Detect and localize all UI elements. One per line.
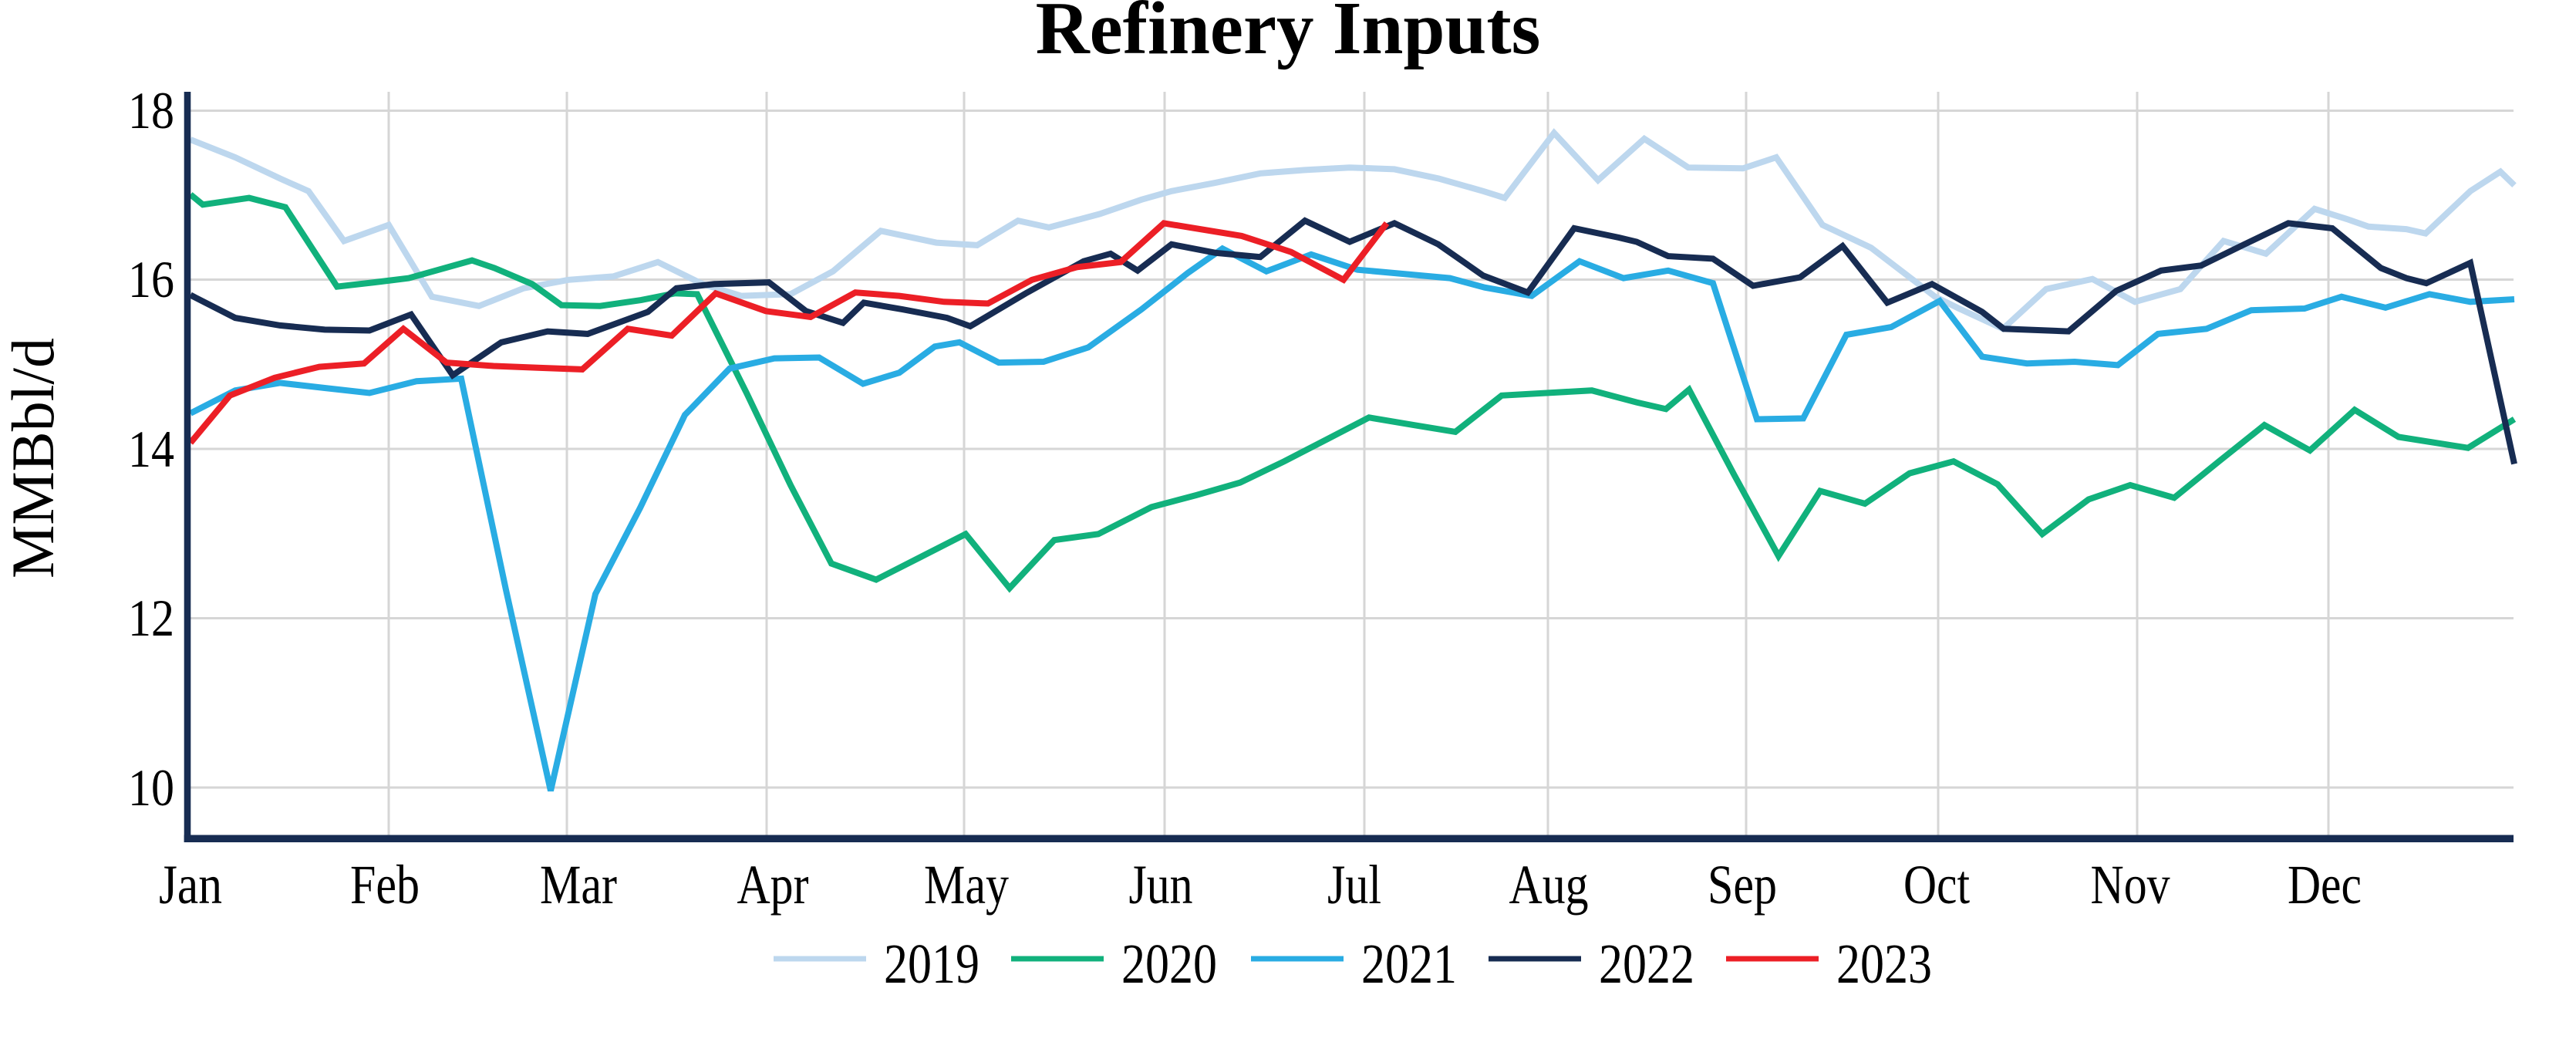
svg-text:Dec: Dec [2288,854,2362,916]
svg-text:Jul: Jul [1327,854,1381,916]
svg-text:Feb: Feb [350,854,420,916]
svg-text:18: 18 [128,81,174,140]
svg-text:MMBbl/d: MMBbl/d [0,338,66,578]
svg-text:Apr: Apr [737,854,809,916]
svg-text:14: 14 [128,420,174,478]
svg-text:Jan: Jan [159,854,222,916]
svg-text:2020: 2020 [1121,933,1217,995]
svg-text:2022: 2022 [1599,933,1694,995]
svg-text:Refinery Inputs: Refinery Inputs [1036,0,1541,69]
svg-text:Mar: Mar [540,854,617,916]
svg-text:2023: 2023 [1836,933,1932,995]
svg-text:16: 16 [128,250,174,309]
svg-text:10: 10 [128,758,174,817]
svg-text:Oct: Oct [1903,854,1970,916]
svg-text:2021: 2021 [1361,933,1457,995]
svg-text:2019: 2019 [884,933,979,995]
svg-text:12: 12 [128,589,174,647]
svg-text:Nov: Nov [2091,854,2170,916]
svg-text:Aug: Aug [1509,854,1589,916]
svg-text:Jun: Jun [1129,854,1193,916]
svg-text:May: May [924,854,1009,916]
svg-text:Sep: Sep [1708,854,1777,916]
